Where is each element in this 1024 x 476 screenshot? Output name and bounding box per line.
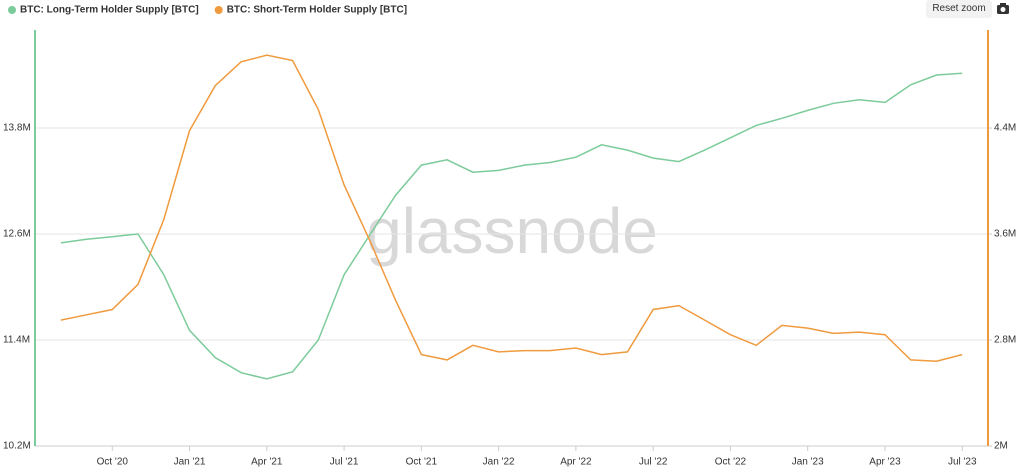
watermark: glassnode [366,195,658,267]
legend-marker [214,6,223,14]
x-tick-label: Apr '22 [560,457,592,468]
legend-marker [8,6,16,14]
y-tick-label: 10.2M [3,441,31,452]
x-tick-label: Jan '22 [483,457,515,468]
x-tick-label: Jul '21 [330,457,359,468]
legend-label: BTC: Long-Term Holder Supply [BTC] [20,5,199,16]
x-tick-label: Oct '21 [406,457,438,468]
x-tick-label: Oct '22 [715,457,747,468]
y-tick-label: 13.8M [3,123,31,134]
y2-tick-label: 3.6M [994,229,1016,240]
y-tick-label: 11.4M [3,335,30,346]
x-tick-label: Apr '21 [251,457,283,468]
x-tick-label: Jul '23 [948,457,977,468]
x-tick-label: Oct '20 [97,457,129,468]
series-line [60,72,963,380]
legend-label: BTC: Short-Term Holder Supply [BTC] [227,5,407,16]
camera-icon[interactable] [997,3,1009,14]
y2-tick-label: 2.8M [994,335,1016,346]
y2-tick-label: 4.4M [994,123,1016,134]
series-line [60,54,963,362]
x-tick-label: Jan '21 [174,457,206,468]
reset-zoom-button[interactable]: Reset zoom [926,0,992,18]
x-tick-label: Jan '23 [792,457,824,468]
x-tick-label: Jul '22 [639,457,668,468]
y2-tick-label: 2M [994,441,1008,452]
y-tick-label: 12.6M [3,229,31,240]
x-tick-label: Apr '23 [869,457,901,468]
